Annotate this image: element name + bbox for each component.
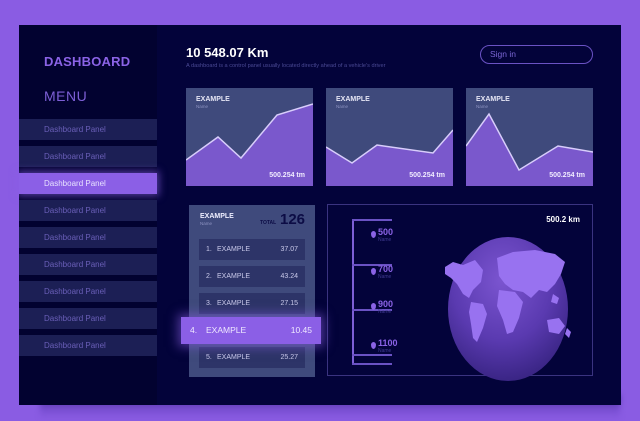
sidebar-item-6[interactable]: Dashboard Panel [19,254,157,275]
panel-title: EXAMPLE [200,213,234,220]
scale-tick [352,363,392,365]
row-number: 5. [206,354,212,361]
marker-value: 500 [378,227,394,237]
card-title: EXAMPLE [476,96,510,103]
card-value: 500.254 tm [409,172,445,179]
area-chart-icon [466,112,593,186]
card-subtitle: Name [196,104,209,109]
scale-axis [352,219,354,364]
chart-card-1[interactable]: EXAMPLE Name 500.254 tm [186,88,313,186]
scale-tick [352,309,392,311]
list-row-3[interactable]: 3. EXAMPLE 27.15 [199,293,305,314]
scale-tick [352,219,392,221]
card-title: EXAMPLE [336,96,370,103]
row-number: 1. [206,246,212,253]
dashboard-window: DASHBOARD MENU Dashboard Panel Dashboard… [19,25,621,405]
card-subtitle: Name [336,104,349,109]
list-row-1[interactable]: 1. EXAMPLE 37.07 [199,239,305,260]
row-value: 10.45 [290,325,312,335]
sign-in-button[interactable]: Sign in [480,45,593,64]
total-distance: 10 548.07 Km [186,45,269,60]
sidebar-item-7[interactable]: Dashboard Panel [19,281,157,302]
sidebar-item-3-active[interactable]: Dashboard Panel [19,173,157,194]
row-number: 4. [190,325,198,335]
header-description: A dashboard is a control panel usually l… [186,63,386,69]
row-label: EXAMPLE [217,273,251,280]
list-row-4-active[interactable]: 4. EXAMPLE 10.45 [181,317,321,344]
location-pin-icon [371,268,376,275]
ranking-panel: EXAMPLE Name TOTAL 126 1. EXAMPLE 37.07 … [189,205,315,377]
marker-name: Name [378,274,392,280]
map-panel: 500.2 km 500 Name 700 Name 900 Name 1100… [327,204,593,381]
row-value: 27.15 [280,300,298,307]
world-globe-icon [445,237,571,381]
row-number: 3. [206,300,212,307]
menu-heading: MENU [44,88,88,104]
brand-title: DASHBOARD [44,54,131,69]
marker-value: 1100 [378,338,398,348]
card-value: 500.254 tm [549,172,585,179]
sidebar-item-1[interactable]: Dashboard Panel [19,119,157,140]
sidebar-item-8[interactable]: Dashboard Panel [19,308,157,329]
row-label: EXAMPLE [217,300,251,307]
marker-value: 900 [378,299,394,309]
sidebar-item-9[interactable]: Dashboard Panel [19,335,157,356]
row-number: 2. [206,273,212,280]
row-label: EXAMPLE [217,354,251,361]
location-pin-icon [371,342,376,349]
panel-subtitle: Name [200,221,213,226]
sidebar: DASHBOARD MENU Dashboard Panel Dashboard… [19,25,157,405]
row-value: 43.24 [280,273,298,280]
marker-name: Name [378,309,392,315]
chart-card-3[interactable]: EXAMPLE Name 500.254 tm [466,88,593,186]
scale-tick [352,264,392,266]
total-label: TOTAL [260,220,277,226]
map-distance: 500.2 km [546,215,580,224]
sidebar-item-5[interactable]: Dashboard Panel [19,227,157,248]
area-chart-icon [326,129,453,186]
location-pin-icon [371,231,376,238]
list-row-2[interactable]: 2. EXAMPLE 43.24 [199,266,305,287]
list-row-5[interactable]: 5. EXAMPLE 25.27 [199,347,305,368]
chart-card-2[interactable]: EXAMPLE Name 500.254 tm [326,88,453,186]
marker-value: 700 [378,264,394,274]
row-value: 25.27 [280,354,298,361]
sidebar-item-4[interactable]: Dashboard Panel [19,200,157,221]
total-value: 126 [280,211,306,228]
row-label: EXAMPLE [217,246,251,253]
card-value: 500.254 tm [269,172,305,179]
row-value: 37.07 [280,246,298,253]
sidebar-item-2[interactable]: Dashboard Panel [19,146,157,167]
marker-name: Name [378,237,392,243]
card-title: EXAMPLE [196,96,230,103]
marker-name: Name [378,348,392,354]
card-subtitle: Name [476,104,489,109]
area-chart-icon [186,103,313,186]
location-pin-icon [371,303,376,310]
scale-tick [352,354,392,356]
row-label: EXAMPLE [206,325,247,335]
